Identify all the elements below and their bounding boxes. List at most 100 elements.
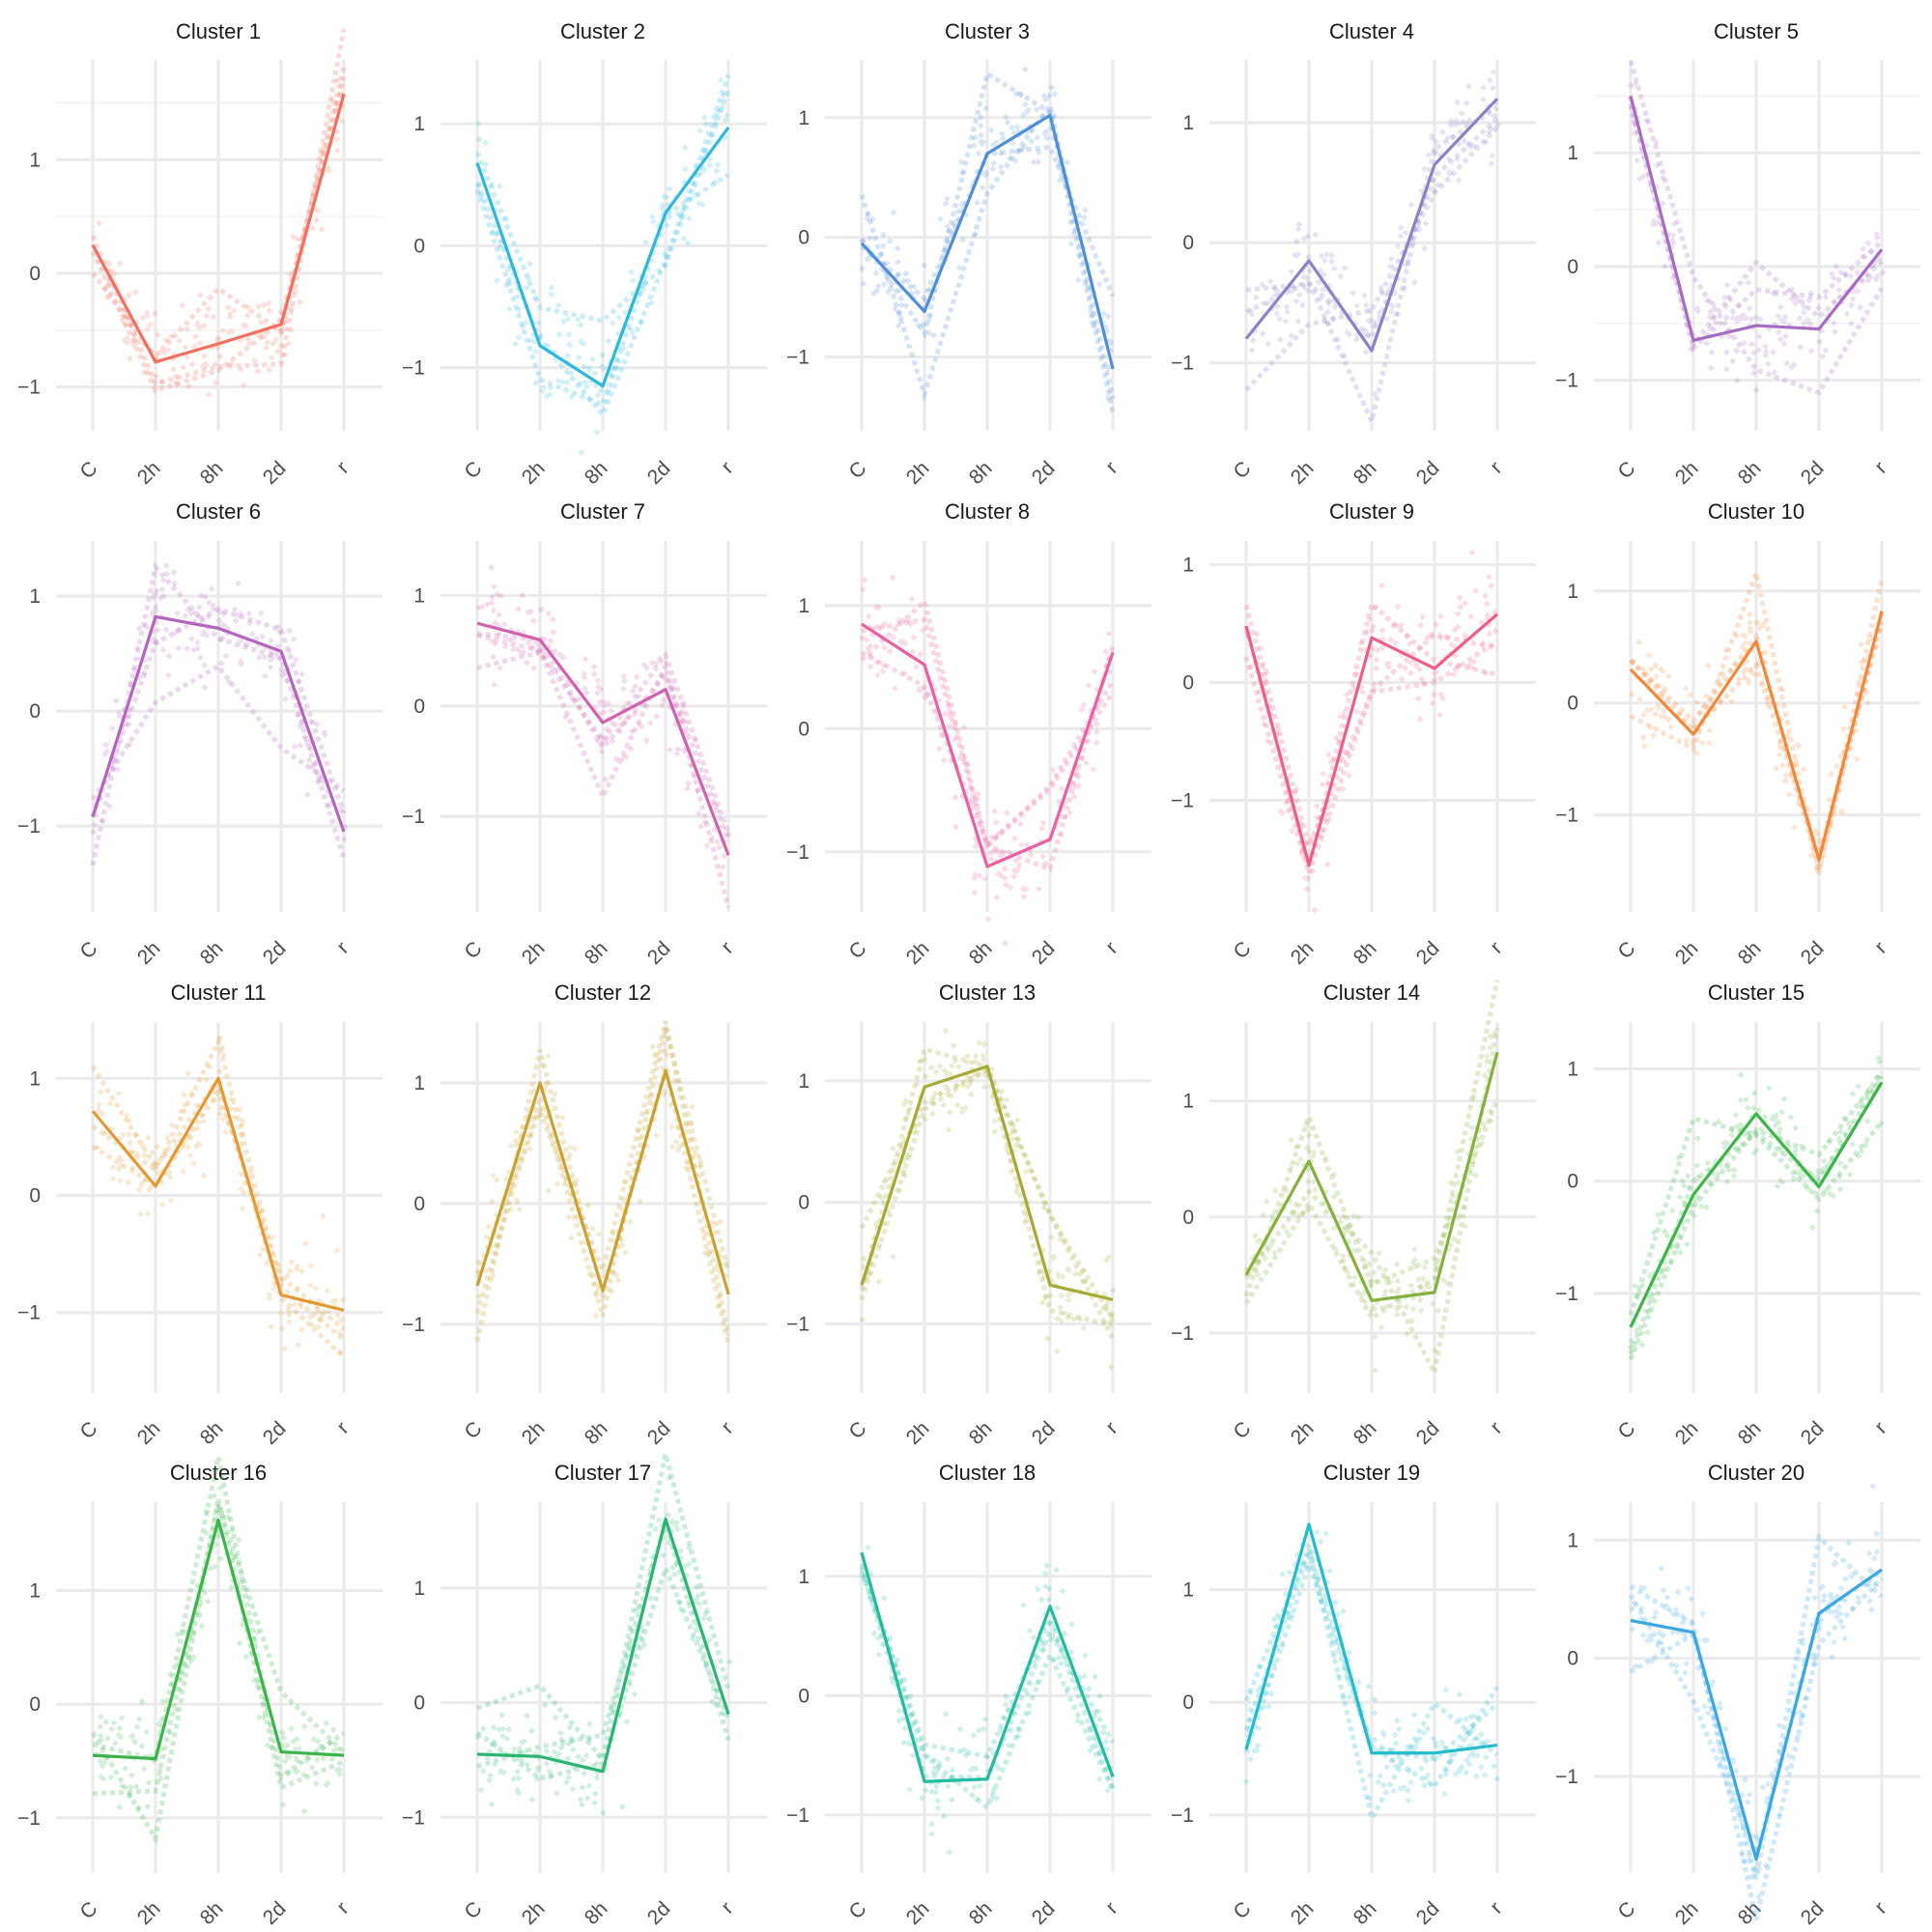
y-tick-label: −1 [786, 841, 810, 864]
member-point [977, 113, 984, 121]
member-point [106, 1099, 114, 1107]
member-point [1744, 1799, 1751, 1806]
member-point [1743, 1096, 1749, 1103]
member-point [1388, 301, 1395, 309]
member-point [865, 212, 871, 218]
member-point [928, 1820, 936, 1828]
member-point [272, 336, 280, 343]
member-point [206, 599, 213, 607]
member-point [1409, 1305, 1417, 1313]
member-point [274, 348, 281, 355]
member-point [1699, 1610, 1707, 1617]
member-point [320, 1754, 327, 1762]
member-point [1480, 96, 1487, 103]
member-point [194, 612, 202, 620]
member-point [1311, 906, 1319, 914]
member-point [525, 274, 532, 282]
member-point [860, 280, 867, 288]
x-tick-label: r [332, 937, 353, 957]
member-point [127, 355, 133, 362]
member-point [1394, 1277, 1402, 1285]
member-trace [474, 89, 731, 324]
member-point [1417, 1307, 1425, 1314]
member-point [1442, 1686, 1450, 1693]
x-tick-label: 2d [259, 457, 291, 489]
member-point [615, 314, 623, 321]
member-point [881, 643, 888, 651]
member-trace [1628, 60, 1885, 396]
member-point [1085, 1686, 1093, 1692]
member-point [878, 250, 886, 257]
member-point [198, 1622, 206, 1630]
member-point [1288, 1136, 1294, 1144]
member-point [1721, 1725, 1729, 1733]
member-point [1406, 1778, 1414, 1786]
member-point [208, 585, 215, 592]
y-tick-label: −1 [17, 1807, 41, 1830]
y-tick-label: 1 [1567, 142, 1578, 164]
member-point [1035, 158, 1042, 166]
member-point [256, 1251, 264, 1259]
member-point [1011, 157, 1019, 164]
x-tick-label: 2d [1797, 1417, 1829, 1449]
member-point [1006, 155, 1013, 162]
member-point [1490, 84, 1496, 92]
member-point [261, 653, 269, 661]
y-tick-label: 1 [1567, 1529, 1578, 1551]
member-point [1681, 1669, 1689, 1677]
member-point [325, 164, 332, 172]
member-point [488, 563, 495, 571]
member-point [1462, 120, 1468, 128]
member-point [659, 205, 666, 212]
member-point [653, 1132, 661, 1140]
member-point [199, 362, 207, 370]
member-point [503, 215, 510, 223]
member-point [874, 283, 882, 290]
member-point [323, 1719, 330, 1727]
member-point [1801, 302, 1808, 310]
x-tick-label: 2h [902, 457, 934, 489]
y-tick-label: 0 [1182, 672, 1194, 695]
member-point [1259, 329, 1266, 337]
member-point [90, 828, 98, 836]
member-point [196, 292, 204, 298]
member-point [1704, 1159, 1712, 1167]
member-point [1486, 76, 1493, 84]
member-point [1480, 84, 1488, 92]
member-point [490, 607, 497, 614]
member-point [1755, 346, 1763, 354]
member-point [498, 1711, 506, 1719]
member-point [103, 748, 111, 755]
member-point [191, 343, 198, 351]
y-tick-label: 0 [798, 1685, 810, 1707]
member-point [1734, 301, 1742, 309]
member-point [1756, 315, 1764, 323]
x-tick-label: C [1230, 1897, 1256, 1923]
y-tick-label: 0 [29, 263, 41, 285]
y-tick-label: 1 [1182, 554, 1194, 577]
member-point [1801, 319, 1808, 327]
member-point [1417, 621, 1425, 629]
member-point [928, 1831, 935, 1837]
member-point [1428, 132, 1435, 140]
member-point [714, 110, 721, 118]
member-point [1328, 258, 1335, 266]
panel-title: Cluster 4 [1329, 19, 1414, 43]
x-tick-label: C [1230, 457, 1256, 483]
member-point [1394, 1311, 1401, 1319]
member-point [950, 1041, 957, 1049]
member-point [1465, 82, 1472, 90]
member-point [1067, 241, 1075, 247]
member-point [564, 352, 571, 359]
member-point [579, 1756, 586, 1764]
member-point [1305, 287, 1313, 295]
member-point [1470, 142, 1478, 150]
member-point [1416, 715, 1424, 723]
member-point [548, 284, 555, 292]
member-point [1860, 245, 1866, 252]
member-point [1104, 364, 1112, 372]
member-point [480, 1768, 487, 1775]
member-point [1325, 751, 1332, 758]
member-point [1407, 1282, 1415, 1290]
member-point [1332, 1599, 1339, 1606]
